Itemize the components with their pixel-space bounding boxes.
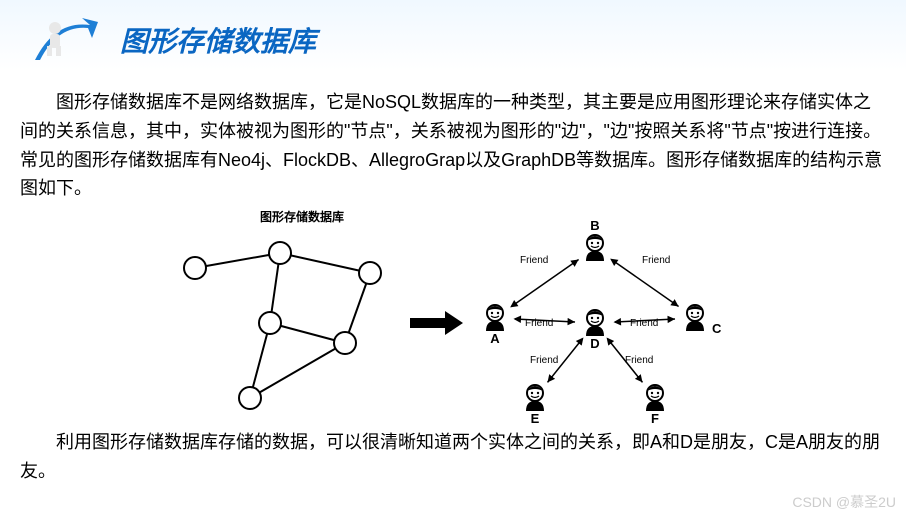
svg-text:E: E — [531, 411, 540, 426]
svg-text:B: B — [590, 218, 599, 233]
header-icon — [20, 10, 110, 70]
diagram-svg: Friend Friend Friend Friend Friend Friend A B C D… — [0, 208, 906, 428]
svg-text:A: A — [490, 331, 500, 346]
svg-text:Friend: Friend — [530, 355, 558, 366]
svg-text:Friend: Friend — [642, 255, 670, 266]
paragraph-2-text: 利用图形存储数据库存储的数据，可以很清晰知道两个实体之间的关系，即A和D是朋友，… — [20, 428, 886, 486]
svg-text:Friend: Friend — [525, 318, 553, 329]
header: 图形存储数据库 — [0, 0, 906, 70]
page-title: 图形存储数据库 — [120, 20, 316, 60]
friend-graph: Friend Friend Friend Friend Friend Friend A B C D… — [486, 218, 722, 426]
svg-text:D: D — [590, 336, 599, 351]
svg-text:Friend: Friend — [630, 318, 658, 329]
svg-text:Friend: Friend — [520, 255, 548, 266]
svg-text:Friend: Friend — [625, 355, 653, 366]
svg-text:C: C — [712, 321, 722, 336]
body-paragraph-1: 图形存储数据库不是网络数据库，它是NoSQL数据库的一种类型，其主要是应用图形理… — [0, 70, 906, 203]
body-paragraph-2: 利用图形存储数据库存储的数据，可以很清晰知道两个实体之间的关系，即A和D是朋友，… — [0, 428, 906, 486]
paragraph-1-text: 图形存储数据库不是网络数据库，它是NoSQL数据库的一种类型，其主要是应用图形理… — [20, 88, 886, 203]
watermark: CSDN @慕圣2U — [792, 492, 896, 512]
diagram-area: 图形存储数据库 FriendFriendFriendFriendFriendFr… — [0, 208, 906, 428]
big-arrow-icon — [410, 311, 463, 335]
svg-text:F: F — [651, 411, 659, 426]
abstract-graph — [184, 242, 381, 409]
